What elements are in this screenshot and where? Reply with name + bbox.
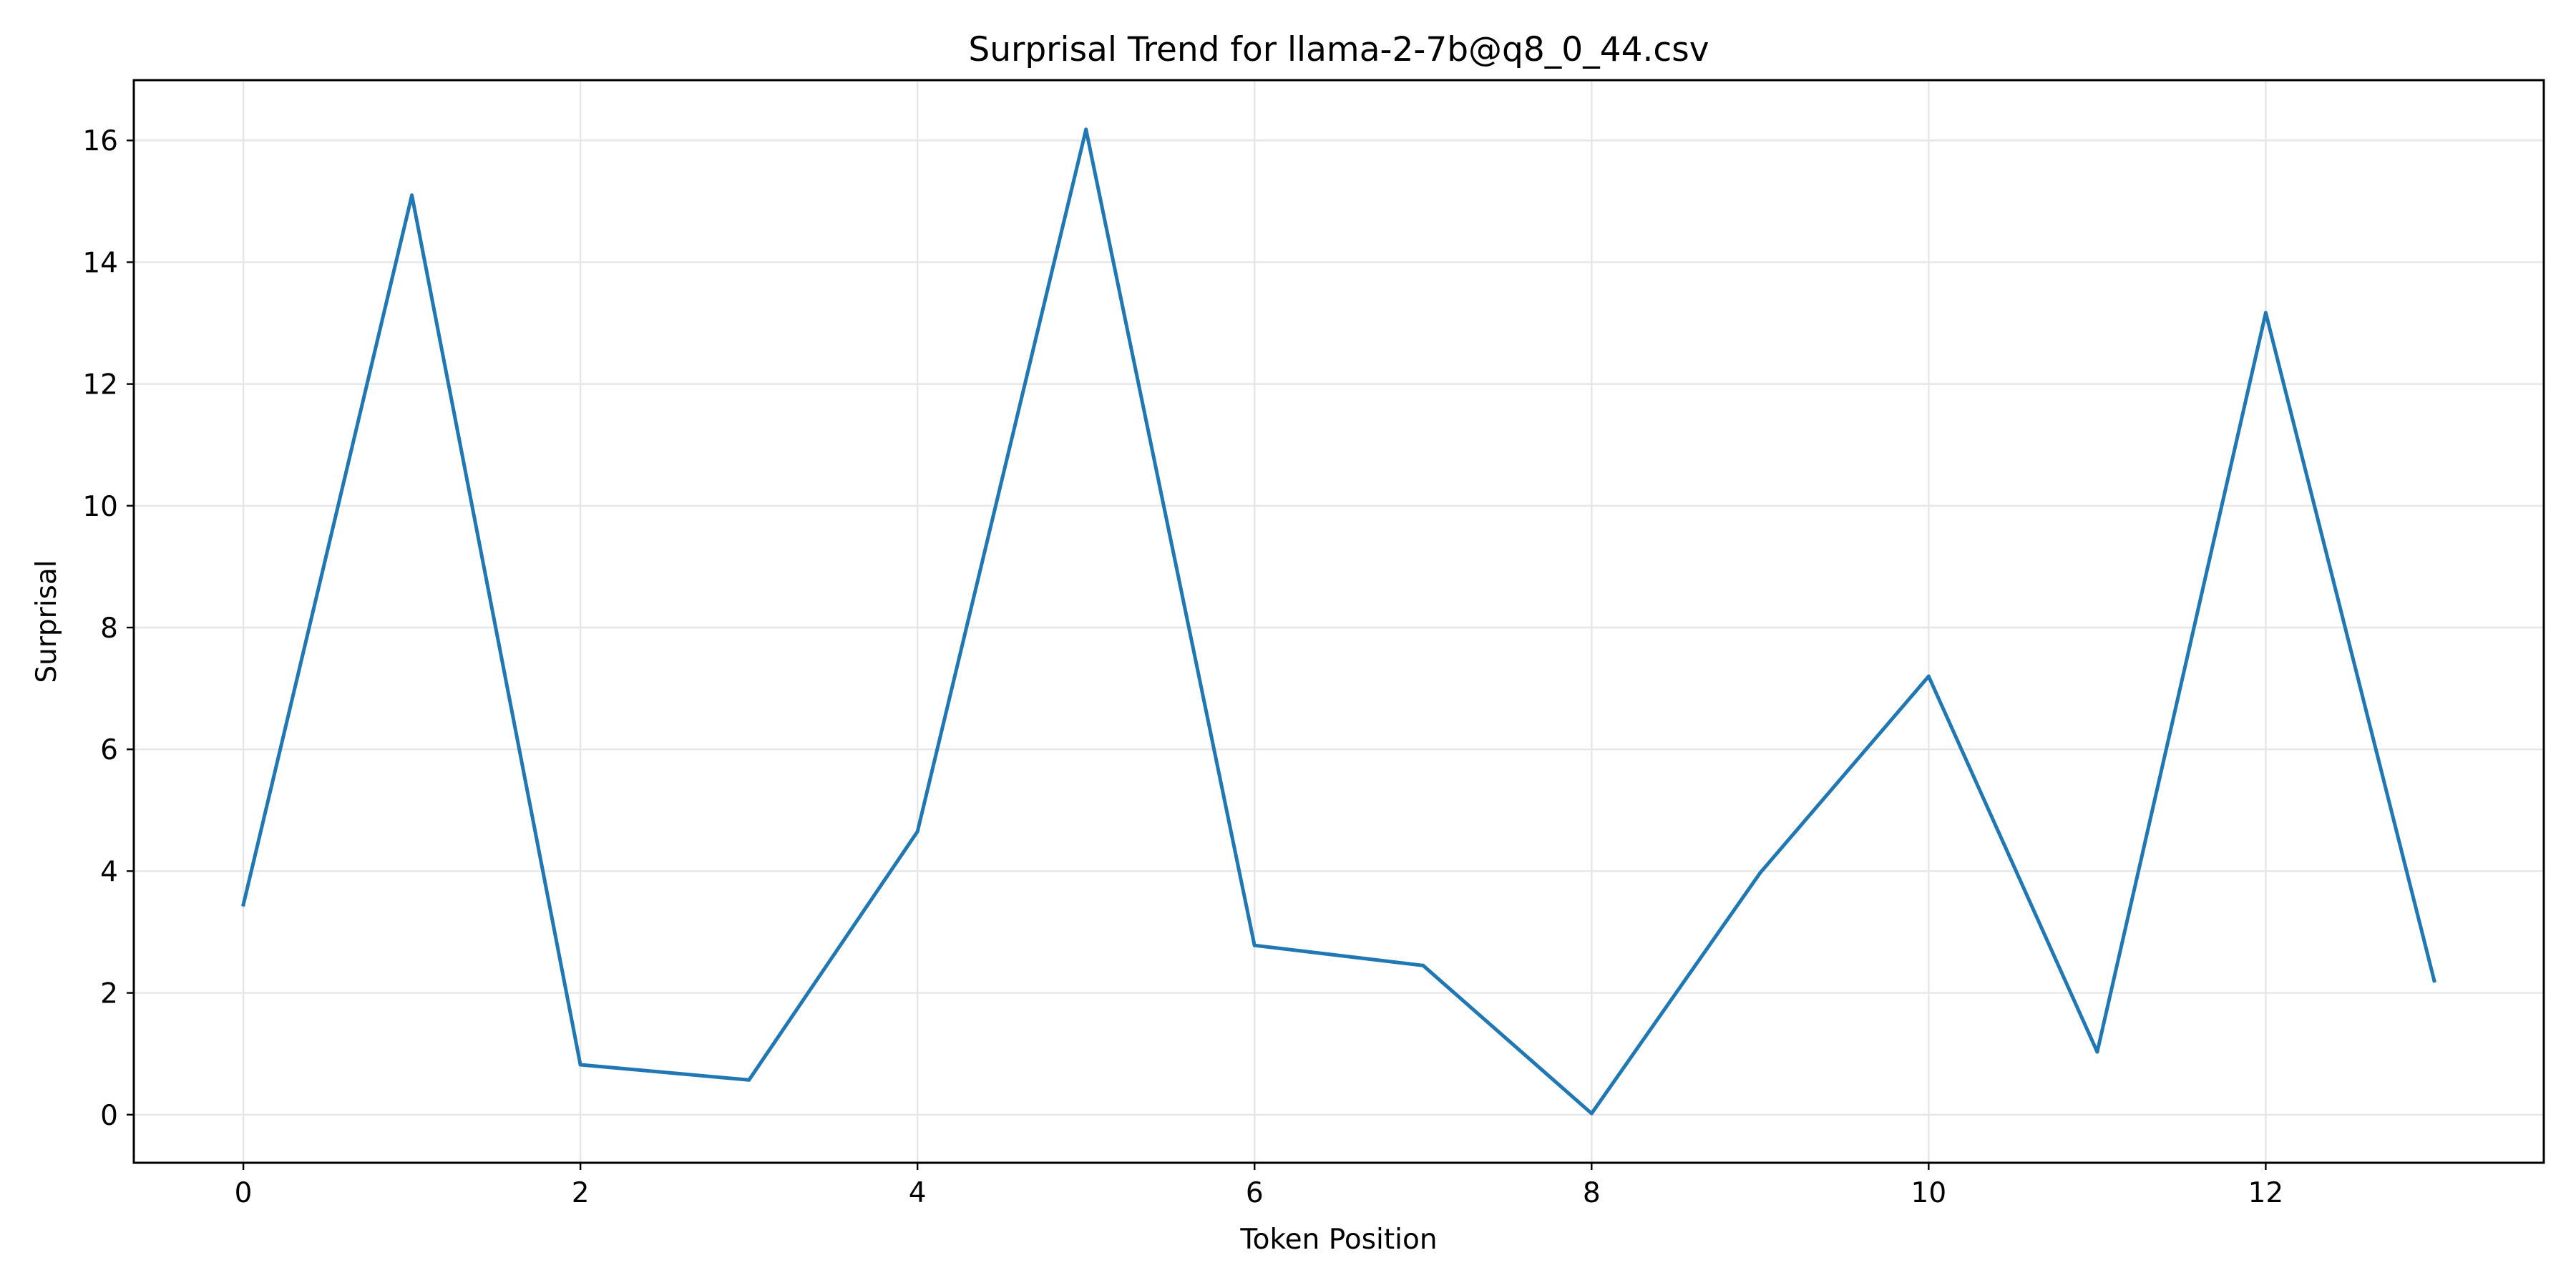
data-point <box>1421 963 1425 967</box>
plot-frame <box>132 79 2545 1164</box>
x-tick-label: 10 <box>1911 1177 1947 1209</box>
y-tick-label: 8 <box>100 613 118 645</box>
data-point <box>2095 1050 2099 1054</box>
data-point <box>241 902 245 907</box>
data-point <box>1758 871 1762 875</box>
x-tick-label: 0 <box>235 1177 253 1209</box>
grid <box>134 80 2544 1163</box>
x-tick-label: 2 <box>572 1177 590 1209</box>
x-axis: 0 2 4 6 8 10 12 <box>235 1163 2284 1209</box>
data-point <box>1084 127 1088 132</box>
y-tick-label: 4 <box>100 856 118 888</box>
data-point <box>2432 979 2436 983</box>
x-tick-label: 8 <box>1583 1177 1601 1209</box>
data-point <box>1926 674 1931 678</box>
y-tick-label: 16 <box>82 125 118 157</box>
x-tick-label: 4 <box>909 1177 927 1209</box>
data-point <box>410 193 414 197</box>
data-point <box>747 1078 751 1082</box>
y-tick-label: 6 <box>100 734 118 766</box>
data-point <box>1252 943 1257 947</box>
chart-title: Surprisal Trend for llama-2-7b@q8_0_44.c… <box>968 30 1709 69</box>
data-point <box>2263 311 2268 315</box>
y-tick-label: 14 <box>82 247 118 279</box>
y-axis: 0 2 4 6 8 10 12 14 16 <box>82 125 134 1132</box>
y-tick-label: 0 <box>100 1100 118 1132</box>
y-tick-label: 12 <box>82 369 118 401</box>
x-tick-label: 6 <box>1246 1177 1264 1209</box>
x-axis-label: Token Position <box>1239 1224 1437 1256</box>
y-axis-label: Surprisal <box>31 560 63 683</box>
data-point <box>578 1063 582 1067</box>
y-tick-label: 2 <box>100 978 118 1010</box>
series-layer <box>241 127 2436 1116</box>
data-point <box>1589 1111 1594 1116</box>
y-tick-label: 10 <box>82 491 118 523</box>
data-point <box>915 829 919 834</box>
x-tick-label: 12 <box>2248 1177 2284 1209</box>
series-line <box>241 127 2436 1116</box>
